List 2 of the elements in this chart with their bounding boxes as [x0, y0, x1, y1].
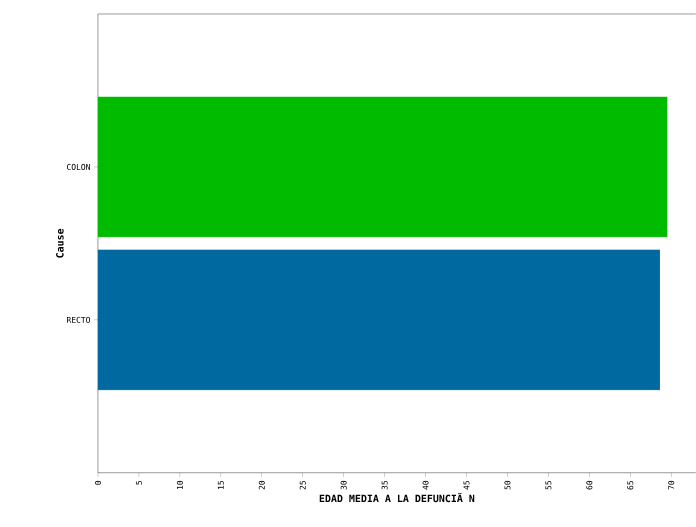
y-axis-title: Cause — [56, 228, 64, 258]
x-axis-title: EDAD MEDIA A LA DEFUNCIÃ N — [320, 492, 474, 502]
